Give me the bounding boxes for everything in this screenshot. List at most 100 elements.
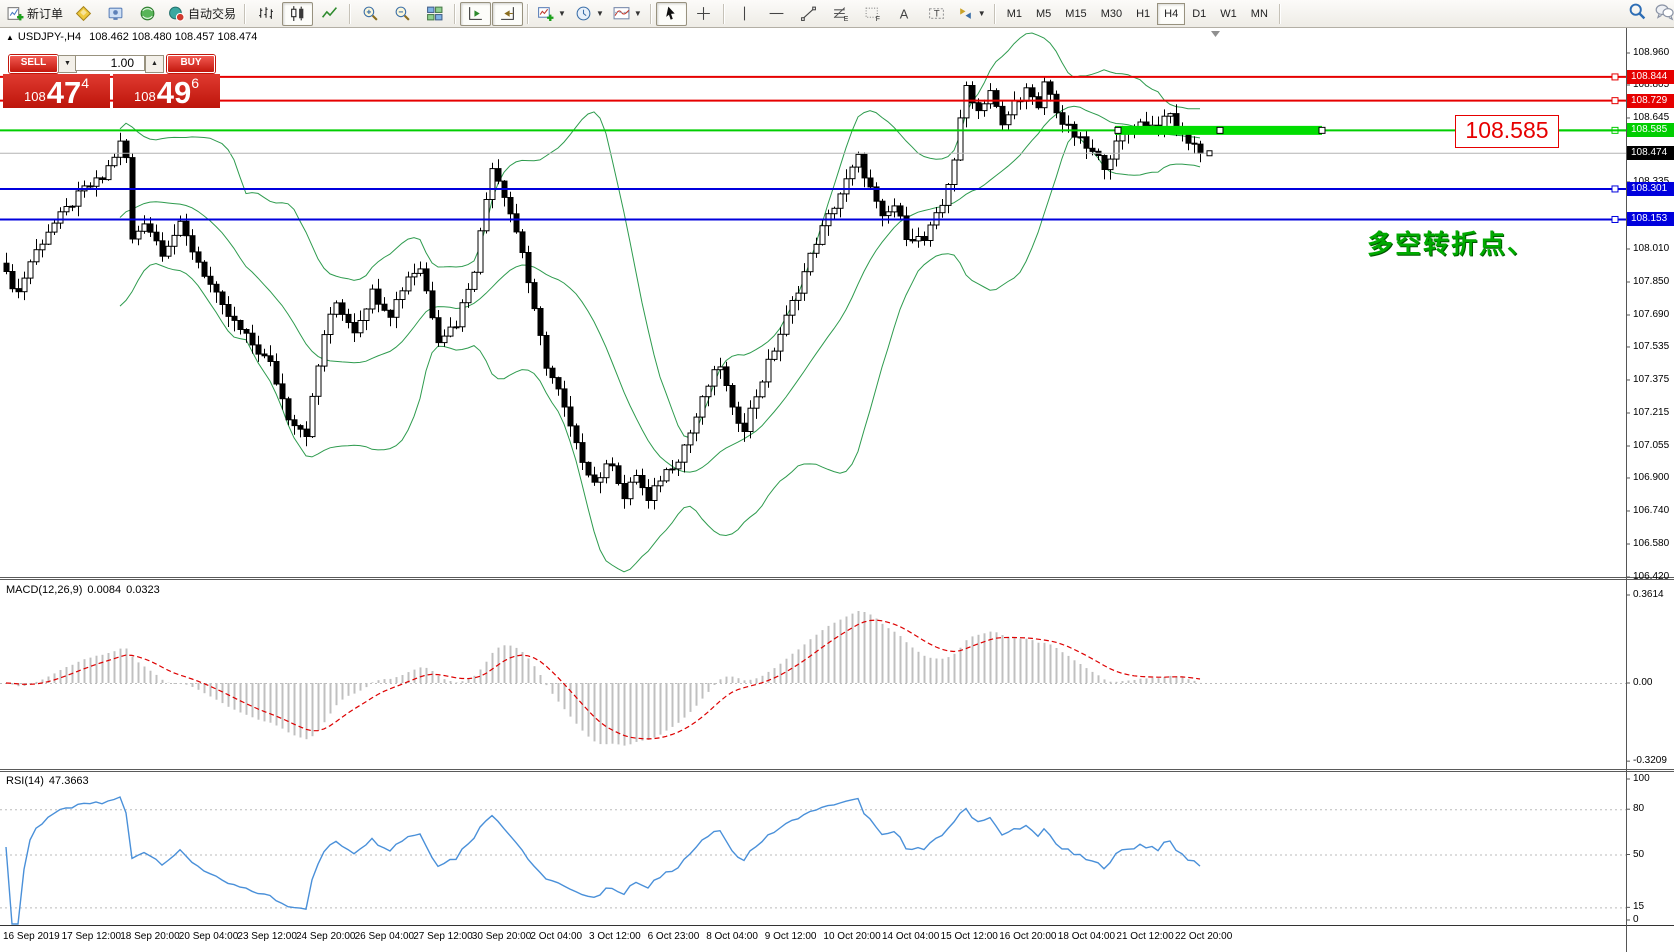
svg-text:A: A (900, 6, 909, 21)
toolbar-separator (649, 3, 652, 24)
sell-button[interactable]: SELL (9, 55, 58, 73)
timeframe-button-d1[interactable]: D1 (1192, 7, 1207, 20)
collapse-icon[interactable]: ▲ (6, 33, 14, 42)
horizontal-line-icon (768, 5, 785, 22)
time-axis-label: 26 Sep 04:00 (354, 931, 415, 942)
timeframe-button-m15[interactable]: M15 (1065, 7, 1087, 20)
fibo-grid-button[interactable]: F (857, 2, 888, 26)
text-label-icon: T (928, 5, 945, 22)
axis-tick-label: 107.535 (1633, 340, 1670, 352)
timeframe-button-m5[interactable]: M5 (1036, 7, 1052, 20)
macd-name: MACD(12,26,9) (6, 584, 83, 596)
sell-price-display[interactable]: 108 47 4 (3, 74, 110, 108)
volume-increase-button[interactable]: ▲ (145, 55, 164, 73)
new-order-button[interactable]: 新订单 (3, 2, 67, 26)
trendline-icon (800, 5, 817, 22)
chart-shift-icon (467, 5, 484, 22)
sell-price-big-digits: 47 (46, 75, 82, 110)
axis-tick-label: 108.645 (1633, 111, 1670, 123)
toolbar-separator (349, 3, 352, 24)
macd-signal-value: 0.0323 (126, 584, 160, 596)
axis-tick-label: 0 (1633, 914, 1639, 925)
buy-price-pip: 6 (191, 75, 199, 91)
buy-price-display[interactable]: 108 49 6 (113, 74, 220, 108)
toolbar-separator (993, 3, 996, 24)
time-axis-label: 8 Oct 04:00 (706, 931, 758, 942)
time-axis-label: 9 Oct 12:00 (764, 931, 817, 942)
chat-icon[interactable] (1655, 2, 1674, 21)
price-level-tag: 108.844 (1627, 69, 1674, 84)
timeframe-button-w1[interactable]: W1 (1220, 7, 1237, 20)
time-axis-label: 3 Oct 12:00 (589, 931, 641, 942)
auto-trading-button[interactable]: 自动交易 (164, 2, 240, 26)
auto-trading-icon (168, 5, 185, 22)
symbols-button[interactable] (68, 2, 99, 26)
buy-price-handle: 108 (134, 89, 156, 104)
axis-tick-label: 0.00 (1633, 677, 1653, 688)
timeframe-button-m30[interactable]: M30 (1100, 7, 1123, 20)
cursor-button[interactable] (655, 1, 687, 26)
market-watch-button[interactable] (100, 2, 131, 26)
tile-windows-button[interactable] (419, 2, 450, 26)
chart-text-annotation[interactable]: 多空转折点、 (1367, 229, 1536, 259)
svg-text:F: F (875, 16, 879, 22)
bar-chart-button[interactable] (250, 2, 281, 26)
text-label-button[interactable]: T (921, 2, 952, 26)
new-chart-button[interactable]: ▼ (533, 2, 570, 26)
line-chart-button[interactable] (314, 2, 345, 26)
time-axis-label: 20 Sep 04:00 (178, 931, 239, 942)
vertical-line-button[interactable] (729, 2, 760, 26)
fibonacci-button[interactable]: E (825, 2, 856, 26)
price-level-tag: 108.153 (1627, 212, 1674, 227)
search-icon[interactable] (1628, 2, 1646, 20)
zoom-out-button[interactable] (387, 2, 418, 26)
timeframe-button-mn[interactable]: MN (1250, 7, 1268, 20)
crosshair-button[interactable] (688, 2, 719, 26)
navigator-button[interactable] (132, 2, 163, 26)
axis-tick-label: 108.335 (1633, 176, 1674, 188)
auto-trading-label: 自动交易 (188, 7, 237, 21)
price-level-tag: 108.474 (1627, 146, 1674, 161)
up-arrow-icon: ▲ (151, 60, 158, 67)
auto-scroll-button[interactable] (492, 1, 524, 26)
candlestick-chart-button[interactable] (282, 1, 314, 26)
clock-icon (575, 5, 592, 22)
time-axis-label: 6 Oct 23:00 (647, 931, 700, 942)
trendline-button[interactable] (793, 2, 824, 26)
time-axis-label: 30 Sep 20:00 (471, 931, 532, 942)
sell-price-handle: 108 (24, 89, 46, 104)
arrows-icon (957, 5, 974, 22)
text-button[interactable]: A (889, 2, 920, 26)
timeframe-button-m1[interactable]: M1 (1006, 7, 1022, 20)
axis-tick-label: 107.850 (1633, 275, 1670, 287)
market-watch-icon (107, 5, 124, 22)
auto-scroll-icon (499, 5, 516, 22)
periods-button[interactable]: ▼ (571, 2, 608, 26)
price-callout-box[interactable]: 108.585 (1455, 115, 1559, 148)
time-axis-label: 10 Oct 20:00 (823, 931, 881, 942)
arrows-button[interactable]: ▼ (953, 2, 990, 26)
horizontal-line-button[interactable] (761, 2, 792, 26)
chevron-down-icon: ▼ (977, 9, 986, 18)
zoom-in-button[interactable] (355, 2, 386, 26)
indicators-icon (613, 5, 630, 22)
chart-title: ▲ USDJPY-,H4 108.462 108.480 108.457 108.4… (6, 31, 257, 43)
time-axis-label: 22 Oct 20:00 (1175, 931, 1233, 942)
buy-button[interactable]: BUY (167, 55, 215, 73)
timeframe-button-h1[interactable]: H1 (1136, 7, 1151, 20)
axis-tick-label: 106.900 (1633, 471, 1670, 483)
timeframe-button-h4[interactable]: H4 (1157, 2, 1186, 25)
time-axis-label: 23 Sep 12:00 (237, 931, 297, 942)
symbols-icon (75, 5, 92, 22)
axis-tick-label: 108.805 (1633, 78, 1670, 90)
indicators-button[interactable]: ▼ (609, 2, 646, 26)
time-axis-label: 15 Oct 12:00 (940, 931, 998, 942)
time-axis-label: 18 Oct 04:00 (1057, 931, 1116, 942)
text-icon: A (896, 5, 913, 22)
volume-input[interactable] (75, 55, 145, 71)
chart-shift-button[interactable] (460, 1, 492, 26)
candlestick-chart-icon (289, 5, 306, 22)
